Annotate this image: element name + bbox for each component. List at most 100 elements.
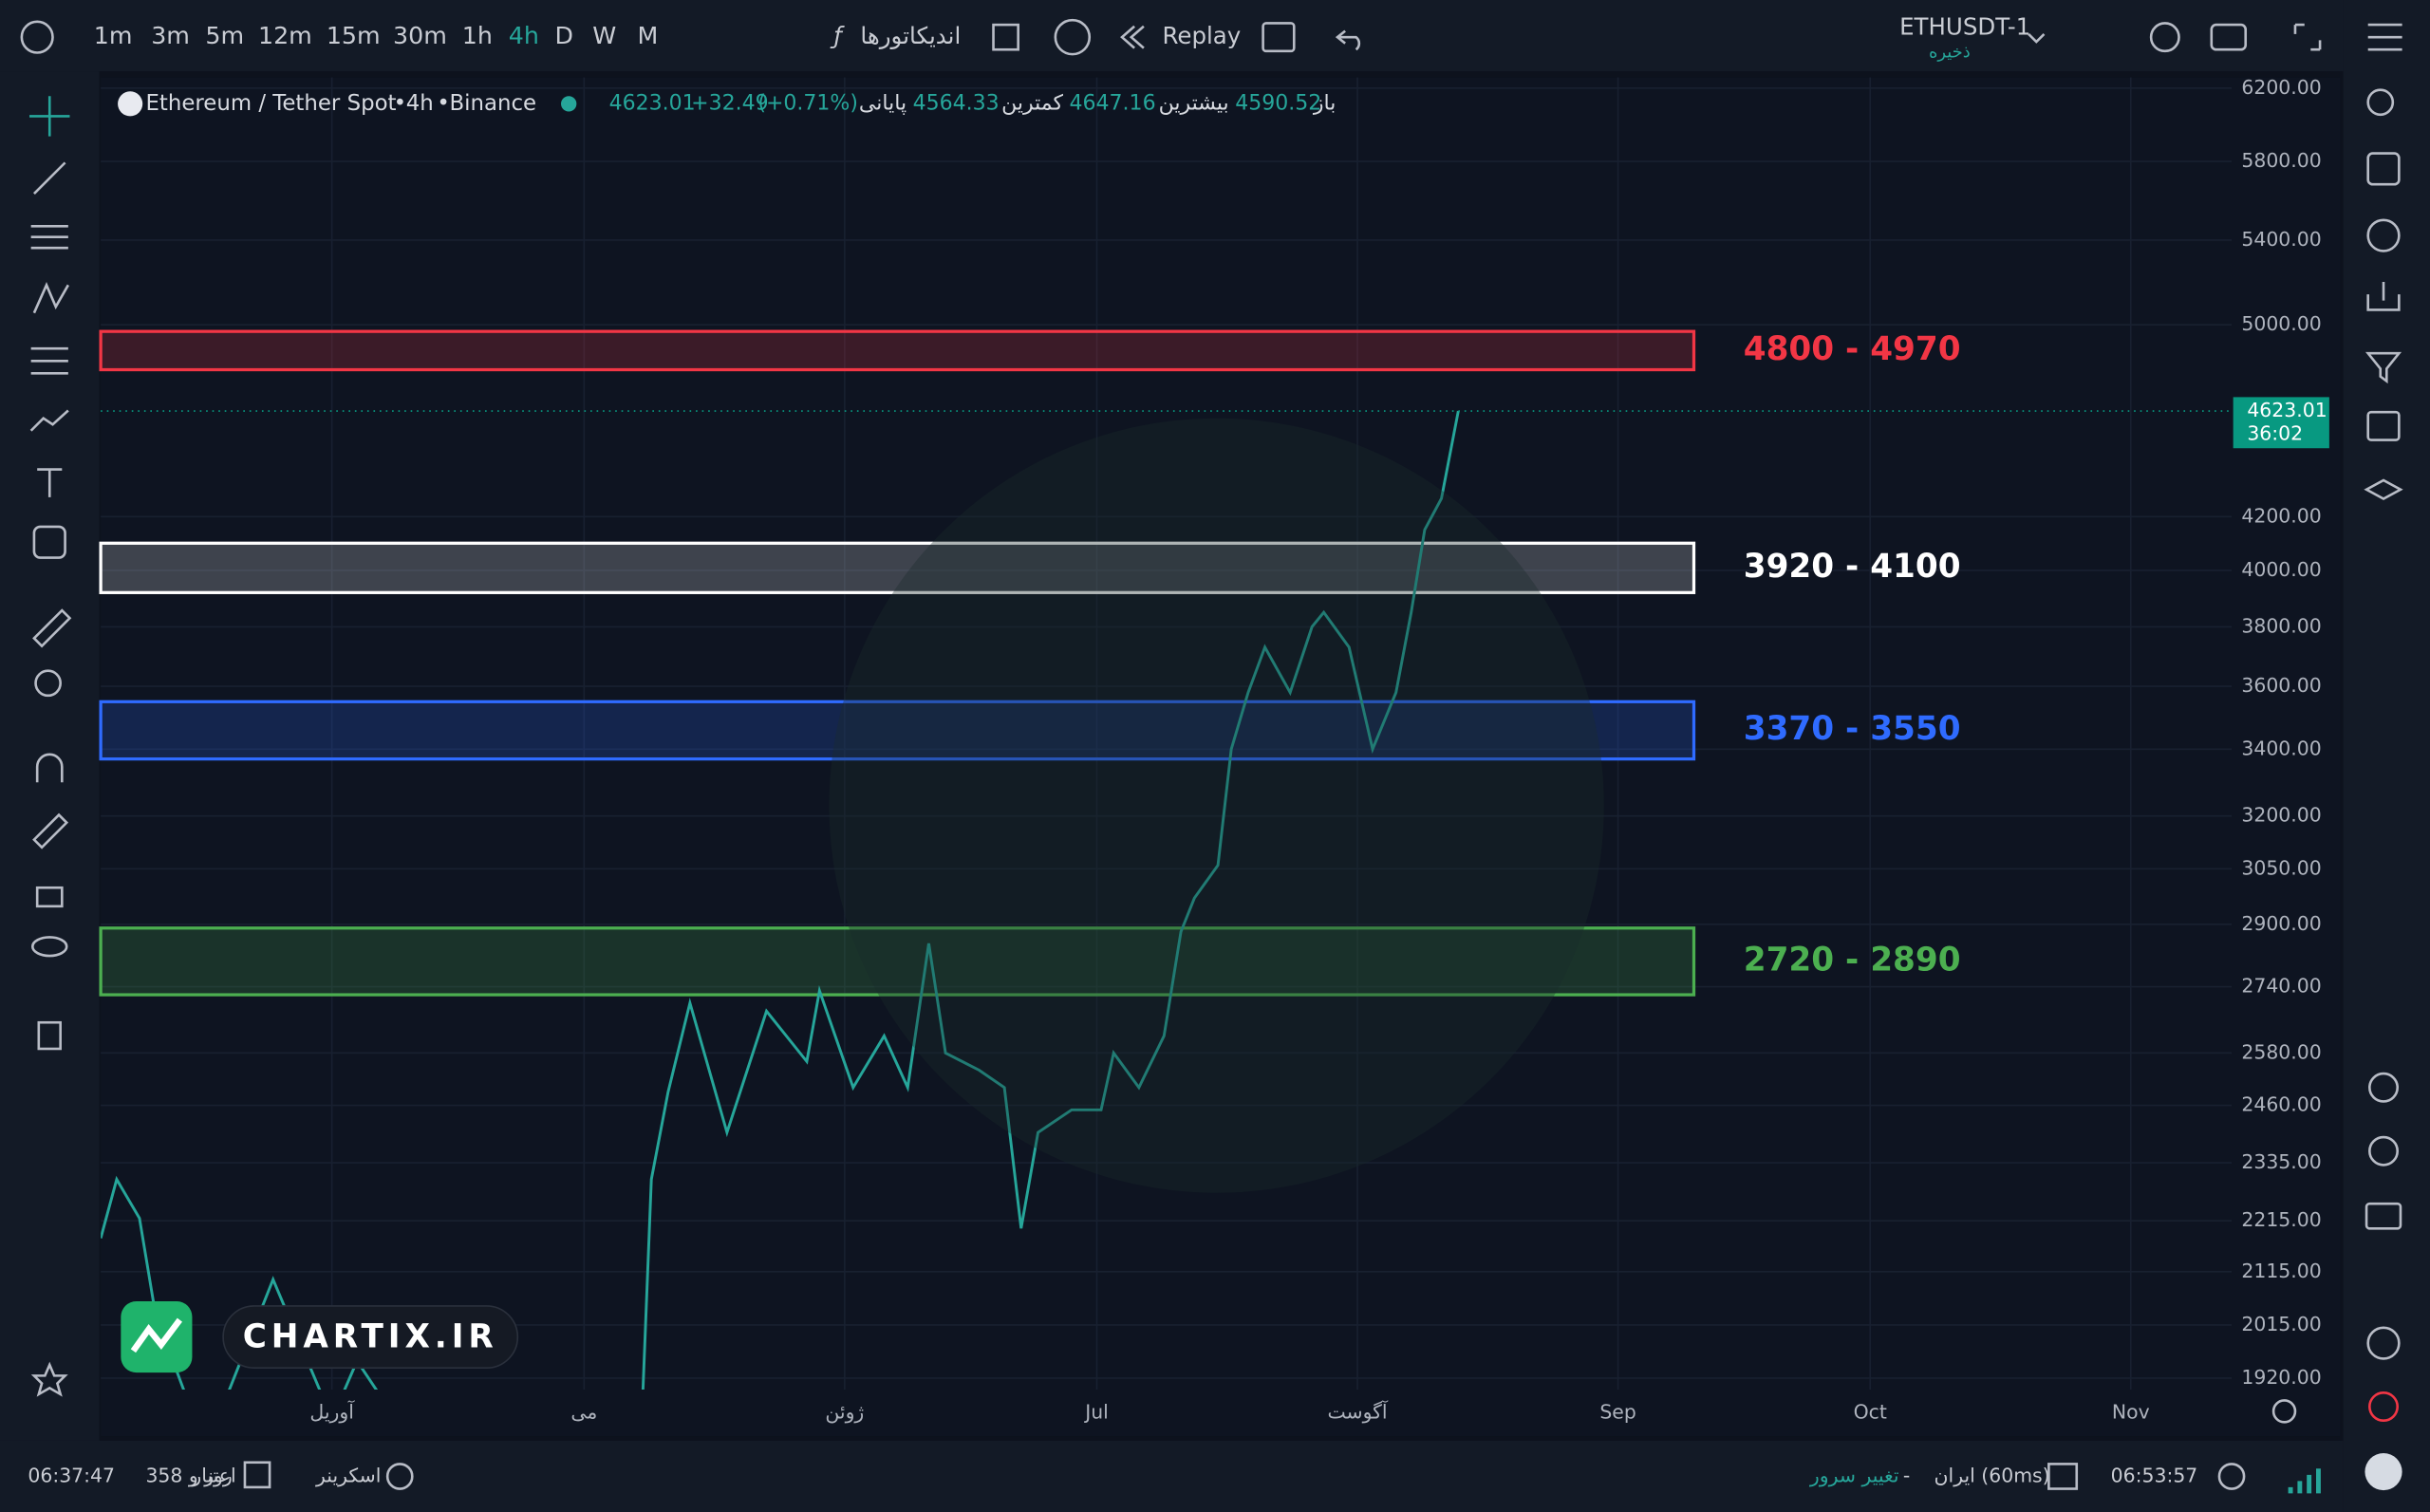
news-icon[interactable] — [2365, 1202, 2402, 1230]
replay-icon — [1120, 25, 1145, 49]
y-tick-label: 2215.00 — [2241, 1208, 2321, 1231]
symbol-dropdown[interactable] — [2028, 32, 2046, 44]
x-tick-label: Sep — [1599, 1401, 1636, 1424]
crosshair-tool[interactable] — [29, 96, 70, 137]
text-tool[interactable] — [37, 468, 63, 497]
timeframe-button[interactable]: 12m — [258, 22, 312, 49]
timeframe-button[interactable]: 5m — [205, 22, 244, 49]
info-icon[interactable] — [2366, 1326, 2401, 1360]
y-tick-label: 5800.00 — [2241, 149, 2321, 172]
timeframe-button[interactable]: M — [638, 22, 659, 49]
axis-settings[interactable] — [2271, 1399, 2297, 1424]
timeframe-button[interactable]: 30m — [393, 22, 447, 49]
brand-badge — [222, 1305, 519, 1370]
visibility-tool[interactable] — [30, 936, 68, 958]
symbol-name[interactable]: ETHUSDT-1 — [1899, 12, 2030, 40]
y-tick-label: 2335.00 — [2241, 1150, 2321, 1173]
menu[interactable] — [2367, 23, 2402, 51]
settings[interactable] — [2149, 22, 2180, 53]
power-icon[interactable] — [2368, 1391, 2400, 1423]
share-icon[interactable] — [2368, 1135, 2400, 1167]
sidebar-icons — [2364, 88, 2403, 1423]
magnet-tool[interactable] — [35, 753, 64, 783]
download-icon[interactable] — [2366, 282, 2401, 311]
x-tick-label: آوریل — [309, 1400, 355, 1424]
y-tick-label: 1920.00 — [2241, 1366, 2321, 1389]
legend-dot: • — [394, 91, 406, 116]
zoom-tool[interactable] — [34, 669, 62, 698]
zone-label: 4800 - 4970 — [1744, 330, 1961, 368]
y-tick-label: 3600.00 — [2241, 674, 2321, 697]
fx-icon: ƒ — [830, 22, 845, 49]
zone — [99, 700, 1696, 761]
projection-tool[interactable] — [30, 346, 68, 375]
legend-low-label: کمترین — [1001, 91, 1063, 115]
credit-label: اعتبار — [191, 1464, 235, 1486]
price-series — [101, 410, 1460, 1391]
timeframe-button[interactable]: 3m — [151, 22, 190, 49]
indicators-button[interactable]: اندیکاتورها — [860, 22, 961, 49]
screener[interactable]: اسکرینر — [315, 1464, 381, 1486]
legend-exchange: Binance — [449, 91, 536, 116]
y-tick-label: 2900.00 — [2241, 912, 2321, 935]
rect-tool[interactable] — [1262, 22, 1296, 53]
trendline-tool[interactable] — [32, 161, 66, 195]
calendar-icon[interactable] — [2366, 410, 2401, 441]
watermark-text: CHARTIX.IR — [243, 1318, 498, 1356]
layers-icon[interactable] — [2364, 478, 2403, 501]
legend-interval: 4h — [406, 91, 434, 116]
y-tick-label: 2580.00 — [2241, 1040, 2321, 1063]
last-price-label: 4623.01 — [2247, 399, 2327, 421]
support-icon[interactable] — [2368, 1072, 2400, 1103]
avatar[interactable] — [2365, 1452, 2402, 1491]
zone — [99, 541, 1696, 594]
legend-close: 4623.01 — [609, 91, 696, 115]
days-left: 358 روز و — [145, 1464, 232, 1486]
x-tick-label: Oct — [1854, 1401, 1887, 1424]
fullscreen[interactable] — [2293, 23, 2322, 51]
status-bar — [0, 1440, 2344, 1512]
eth-icon — [118, 91, 143, 117]
watermark-logo — [829, 418, 1604, 1193]
timeframe-button[interactable]: D — [555, 22, 573, 49]
timeframe-button[interactable]: 15m — [327, 22, 381, 49]
timeframe-button[interactable]: 1m — [94, 22, 133, 49]
add-symbol[interactable] — [20, 20, 54, 54]
replay-button[interactable]: Replay — [1162, 22, 1241, 49]
legend-open-label: باز — [1313, 91, 1336, 115]
lock-tool[interactable] — [35, 886, 64, 908]
market-status — [561, 96, 577, 112]
timeframe-button[interactable]: W — [592, 22, 616, 49]
save-button[interactable]: ذخیره — [1929, 42, 1971, 62]
undo[interactable] — [1335, 29, 1361, 51]
icon-tool[interactable] — [32, 525, 66, 559]
pattern-tool[interactable] — [32, 282, 69, 314]
screenshot[interactable] — [2210, 23, 2248, 51]
layouts-icon[interactable] — [992, 23, 1019, 51]
r-icon[interactable] — [1054, 18, 1092, 56]
legend-symbol: Ethereum / Tether Spot — [145, 91, 396, 116]
alert-icon[interactable] — [2366, 218, 2401, 252]
y-tick-label: 2460.00 — [2241, 1093, 2321, 1116]
forecast-tool[interactable] — [29, 409, 69, 432]
x-tick-label: آگوست — [1328, 1400, 1389, 1424]
fib-tool[interactable] — [30, 224, 68, 250]
filter-icon[interactable] — [2365, 351, 2402, 384]
price-icon[interactable] — [2366, 152, 2401, 186]
search[interactable] — [2366, 88, 2395, 117]
favorites[interactable] — [30, 1361, 68, 1397]
server: ایران (60ms) — [1935, 1464, 2050, 1486]
draw-mode[interactable] — [32, 812, 69, 849]
change-server[interactable]: تغییر سرور — [1809, 1464, 1899, 1486]
timeframe-button[interactable]: 4h — [509, 22, 539, 49]
x-tick-label: ژوئن — [825, 1401, 864, 1424]
delete-tool[interactable] — [37, 1020, 62, 1051]
refresh[interactable] — [2217, 1463, 2246, 1490]
countdown: 36:02 — [2247, 422, 2303, 445]
legend-open: 4590.52 — [1235, 91, 1321, 115]
measure-tool[interactable] — [32, 608, 72, 648]
zone-label: 3920 - 4100 — [1744, 548, 1961, 586]
timeframe-button[interactable]: 1h — [462, 22, 493, 49]
calendar-icon — [243, 1461, 271, 1489]
